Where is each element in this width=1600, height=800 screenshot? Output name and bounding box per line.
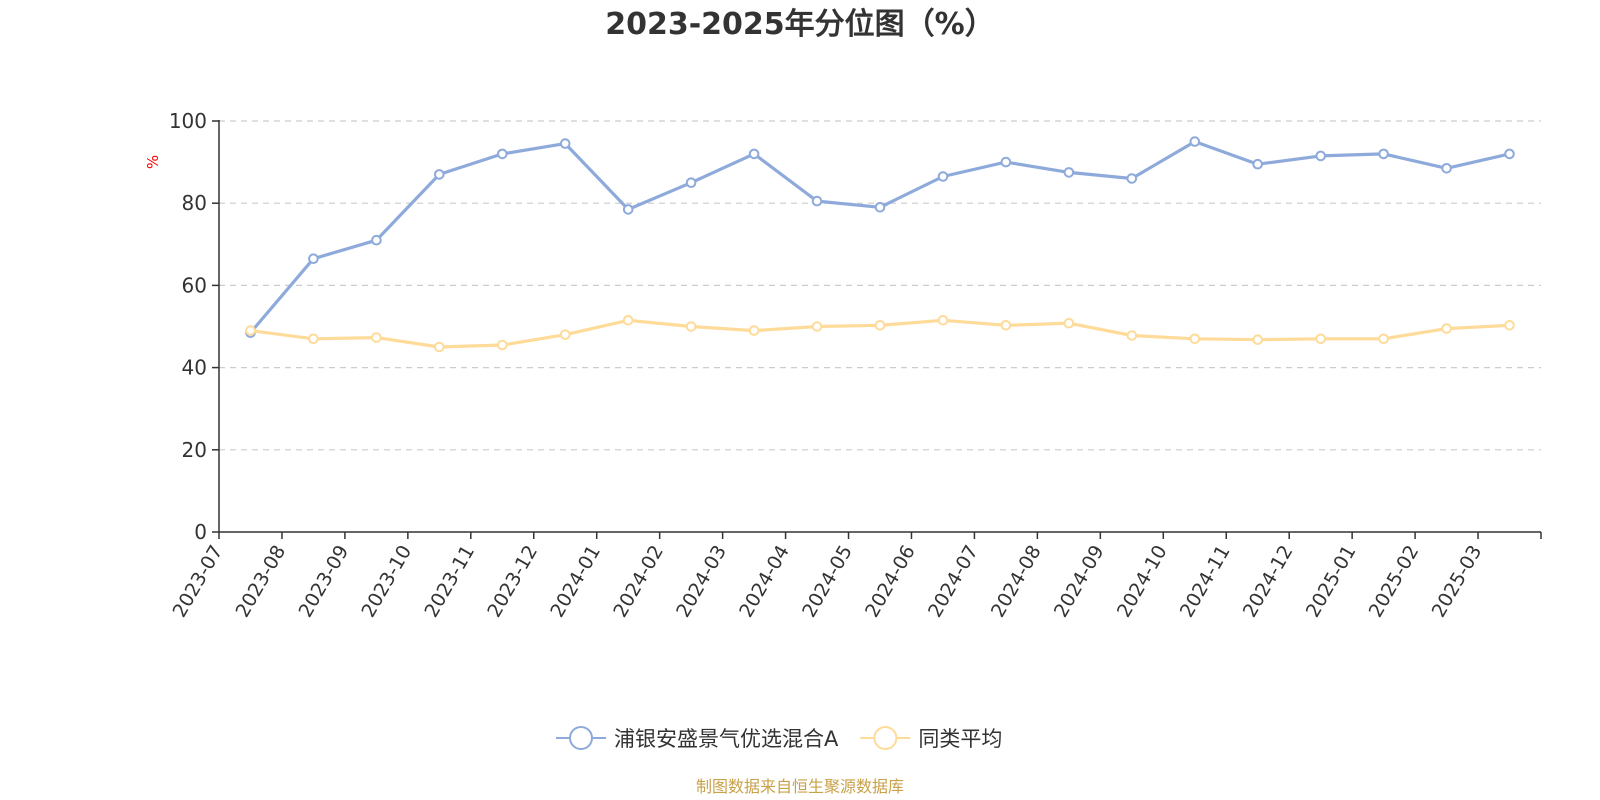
data-point[interactable]: [497, 148, 508, 160]
x-tick-label: 2024-04: [735, 542, 794, 622]
data-point[interactable]: [1441, 163, 1452, 174]
y-tick-label: 40: [182, 356, 207, 380]
x-tick-label: 2023-08: [232, 542, 291, 622]
data-point[interactable]: [497, 339, 508, 351]
legend-item-2[interactable]: 同类平均: [860, 726, 1002, 751]
legend-label: 同类平均: [918, 727, 1002, 751]
data-point[interactable]: [371, 234, 382, 246]
data-point[interactable]: [1504, 148, 1515, 160]
data-point[interactable]: [1000, 156, 1012, 168]
data-point[interactable]: [937, 171, 949, 182]
y-tick-label: 100: [169, 109, 207, 133]
data-point[interactable]: [1315, 150, 1326, 162]
x-tick-label: 2024-09: [1050, 542, 1109, 622]
data-point[interactable]: [685, 177, 697, 188]
x-tick-label: 2023-09: [294, 542, 353, 622]
series-2: [245, 315, 1515, 353]
data-point[interactable]: [1126, 173, 1138, 184]
chart-title: 2023-2025年分位图（%）: [605, 7, 995, 42]
y-tick-label: 20: [182, 438, 207, 462]
data-point[interactable]: [748, 148, 760, 160]
data-point[interactable]: [622, 315, 634, 326]
legend-marker-icon: [873, 726, 898, 750]
data-point[interactable]: [308, 253, 319, 265]
x-tick-label: 2024-12: [1239, 542, 1298, 622]
x-tick-label: 2024-07: [924, 542, 983, 622]
x-tick-label: 2024-03: [672, 542, 731, 622]
x-tick-label: 2024-02: [609, 542, 668, 622]
grid-lines: [219, 120, 1541, 451]
data-point[interactable]: [811, 195, 823, 207]
data-point[interactable]: [1000, 320, 1012, 331]
data-point[interactable]: [434, 341, 445, 353]
data-point[interactable]: [1441, 323, 1452, 334]
data-point[interactable]: [559, 138, 571, 149]
y-tick-label: 80: [182, 191, 207, 215]
x-tick-label: 2024-05: [798, 542, 857, 622]
data-point[interactable]: [308, 333, 319, 345]
data-source-label: 制图数据来自恒生聚源数据库: [696, 777, 904, 796]
legend-item-1[interactable]: 浦银安盛景气优选混合A: [556, 726, 839, 751]
legend-marker-icon: [569, 726, 593, 750]
series-1: [245, 136, 1515, 339]
y-tick-label: 0: [194, 520, 207, 544]
x-tick-label: 2024-06: [861, 542, 920, 622]
data-point[interactable]: [1378, 333, 1389, 345]
data-point[interactable]: [559, 329, 571, 341]
axes: 0 20 40 60 80 100 2023-07 2023-08 2023-09 2023-10…: [169, 109, 1542, 622]
x-tick-label: 2024-10: [1113, 542, 1172, 622]
data-point[interactable]: [1315, 333, 1326, 345]
data-point[interactable]: [371, 332, 382, 343]
data-point[interactable]: [1252, 334, 1263, 346]
data-point[interactable]: [1189, 333, 1201, 345]
data-point[interactable]: [937, 315, 949, 326]
data-point[interactable]: [1063, 317, 1075, 329]
data-point[interactable]: [1378, 148, 1389, 160]
legend[interactable]: 浦银安盛景气优选混合A 同类平均: [556, 726, 1002, 751]
data-point[interactable]: [874, 320, 886, 331]
x-tick-label: 2024-01: [546, 542, 605, 622]
x-tick-label: 2023-11: [420, 542, 479, 622]
data-point[interactable]: [748, 325, 760, 336]
x-tick-label: 2025-01: [1302, 542, 1361, 622]
series-lines: [245, 136, 1515, 353]
data-point[interactable]: [811, 321, 823, 332]
x-tick-label: 2025-03: [1428, 542, 1487, 622]
data-point[interactable]: [1126, 330, 1138, 341]
data-point[interactable]: [245, 325, 256, 336]
x-tick-label: 2024-08: [987, 542, 1046, 622]
data-point[interactable]: [685, 321, 697, 332]
data-point[interactable]: [874, 202, 886, 213]
data-point[interactable]: [1252, 158, 1263, 170]
data-point[interactable]: [434, 169, 445, 180]
x-tick-label: 2023-10: [357, 542, 416, 622]
data-point[interactable]: [1189, 136, 1201, 147]
x-tick-label: 2025-02: [1365, 542, 1424, 622]
y-axis-unit-label: %: [144, 155, 162, 169]
x-tick-label: 2024-11: [1176, 542, 1235, 622]
x-tick-label: 2023-07: [169, 542, 228, 622]
data-point[interactable]: [1063, 167, 1075, 178]
data-point[interactable]: [622, 204, 634, 215]
y-tick-label: 60: [182, 273, 207, 297]
data-point[interactable]: [1504, 320, 1515, 331]
legend-label: 浦银安盛景气优选混合A: [614, 727, 839, 751]
x-tick-label: 2023-12: [483, 542, 542, 622]
